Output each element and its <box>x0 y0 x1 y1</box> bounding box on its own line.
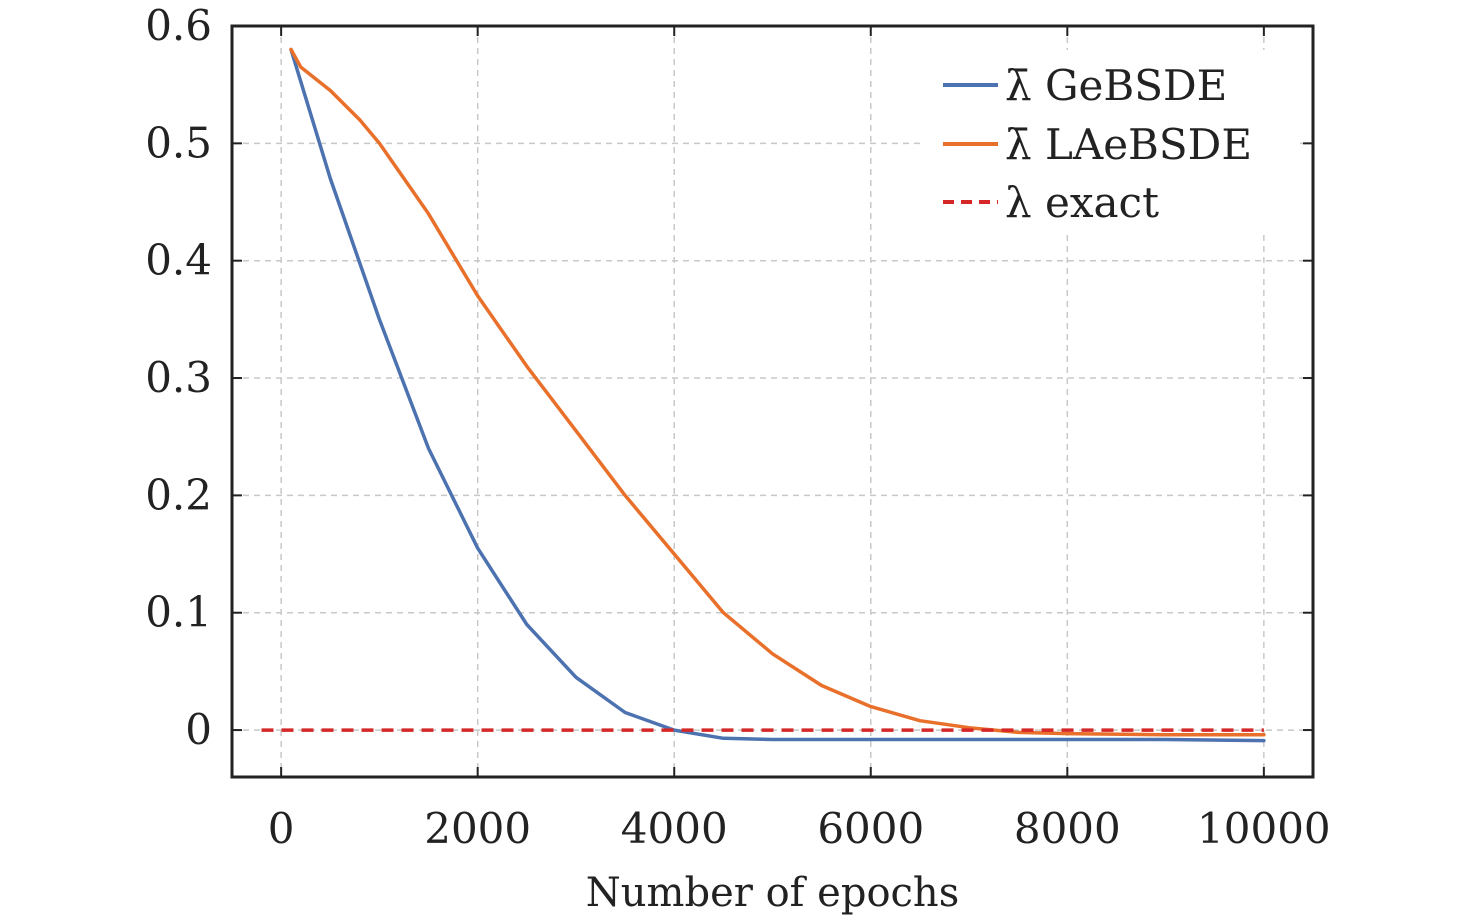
plot-frame <box>230 24 1315 779</box>
y-tick-label: 0.1 <box>145 588 212 637</box>
ticks: 0 2000 4000 6000 8000 10000 0 0.1 0.2 0.3 0.4 0.5 0.… <box>145 1 1330 853</box>
legend-label: λ̄ GeBSDE <box>1005 61 1227 110</box>
y-tick-label: 0.6 <box>145 1 212 50</box>
series-group <box>261 47 1266 743</box>
legend: λ̄ GeBSDE λ̄ LAeBSDE λ exact <box>925 50 1300 232</box>
y-tick-label: 0.3 <box>145 353 212 402</box>
y-tick-label: 0 <box>185 705 212 754</box>
y-tick-label: 0.4 <box>145 236 212 285</box>
x-tick-label: 4000 <box>621 804 728 853</box>
x-tick-label: 6000 <box>817 804 924 853</box>
x-tick-label: 10000 <box>1197 804 1331 853</box>
x-tick-label: 0 <box>268 804 295 853</box>
y-tick-label: 0.5 <box>145 118 212 167</box>
x-axis-label: Number of epochs <box>586 870 959 916</box>
legend-label: λ exact <box>1005 178 1159 227</box>
x-tick-label: 8000 <box>1014 804 1121 853</box>
x-tick-label: 2000 <box>424 804 531 853</box>
series-line-0 <box>289 47 1266 743</box>
y-tick-label: 0.2 <box>145 470 212 519</box>
legend-label: λ̄ LAeBSDE <box>1005 120 1252 169</box>
